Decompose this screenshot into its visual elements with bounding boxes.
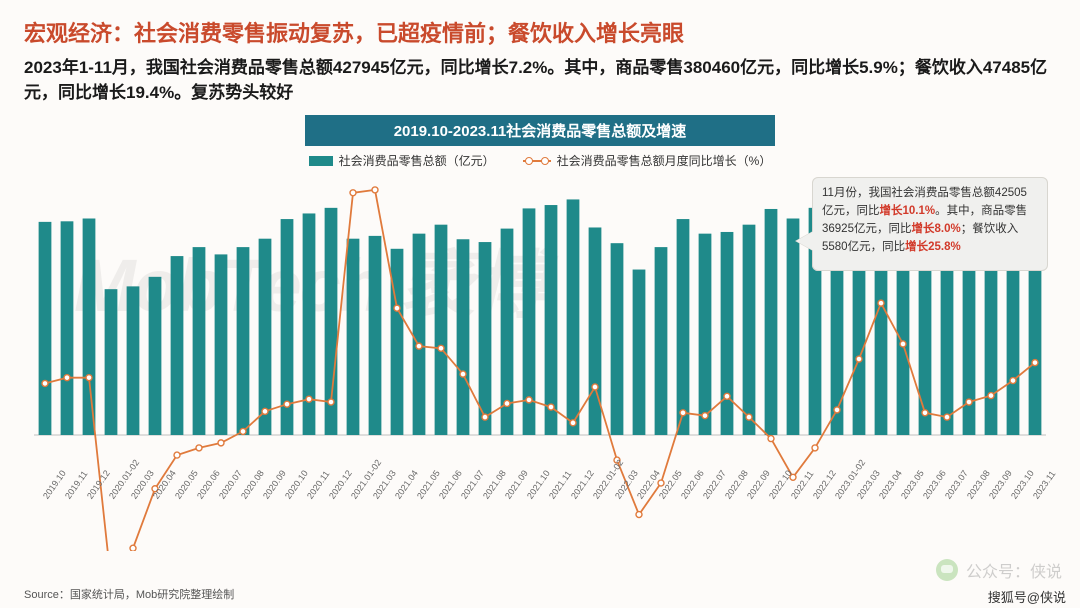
wechat-icon bbox=[936, 559, 958, 581]
legend-bar: 社会消费品零售总额（亿元） bbox=[309, 152, 495, 169]
annotation-callout: 11月份，我国社会消费品零售总额42505亿元，同比增长10.1%。其中，商品零… bbox=[812, 177, 1048, 270]
line-swatch-icon bbox=[523, 160, 551, 162]
bar-swatch-icon bbox=[309, 156, 333, 166]
callout-hl: 增长10.1% bbox=[880, 205, 936, 217]
callout-hl: 增长8.0% bbox=[911, 223, 960, 235]
callout-tail-icon bbox=[796, 231, 814, 251]
wechat-label: 公众号：侠说 bbox=[966, 558, 1062, 582]
source-note: Source：国家统计局，Mob研究院整理绘制 bbox=[24, 586, 234, 602]
sohu-watermark: 搜狐号@侠说 bbox=[988, 587, 1066, 606]
legend-line-label: 社会消费品零售总额月度同比增长（%） bbox=[557, 152, 772, 169]
chart-banner: 2019.10-2023.11社会消费品零售总额及增速 bbox=[305, 115, 775, 146]
wechat-watermark: 公众号：侠说 bbox=[936, 558, 1062, 582]
page-title: 宏观经济：社会消费零售振动复苏，已超疫情前；餐饮收入增长亮眼 bbox=[24, 16, 1056, 48]
x-axis-labels: 2019.102019.112019.122020.01-022020.0320… bbox=[24, 493, 1056, 551]
chart-legend: 社会消费品零售总额（亿元） 社会消费品零售总额月度同比增长（%） bbox=[24, 152, 1056, 169]
chart-area: 11月份，我国社会消费品零售总额42505亿元，同比增长10.1%。其中，商品零… bbox=[24, 171, 1056, 551]
callout-hl: 增长25.8% bbox=[905, 241, 961, 253]
legend-line: 社会消费品零售总额月度同比增长（%） bbox=[523, 152, 772, 169]
legend-bar-label: 社会消费品零售总额（亿元） bbox=[339, 152, 495, 169]
page-subtitle: 2023年1-11月，我国社会消费品零售总额427945亿元，同比增长7.2%。… bbox=[24, 56, 1056, 105]
